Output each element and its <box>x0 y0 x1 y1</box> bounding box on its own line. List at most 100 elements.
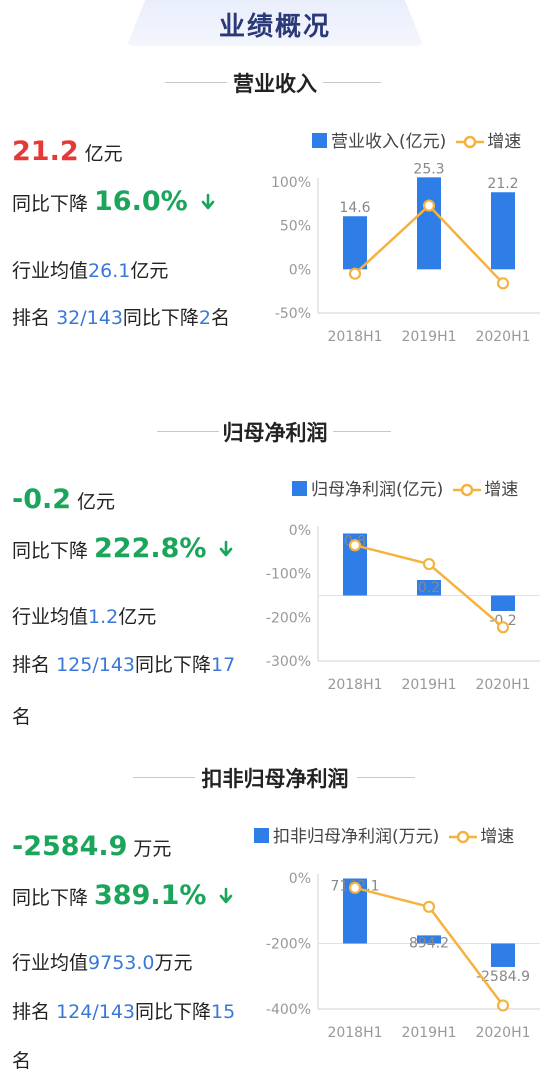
y-tick-label: -200% <box>266 937 311 953</box>
rank-row: 排名 124/143同比下降15 <box>12 997 235 1024</box>
chart-legend: 营业收入(亿元) 增速 <box>312 127 521 152</box>
section-title-row: 营业收入 <box>0 68 550 98</box>
rank-label: 排名 <box>12 1001 51 1023</box>
y-tick-label: -200% <box>266 610 311 626</box>
x-tick-label: 2019H1 <box>401 677 456 693</box>
rank-change: 15 <box>211 1001 236 1023</box>
legend-bar-swatch <box>292 481 307 496</box>
rank-unit: 名 <box>211 307 231 329</box>
y-tick-label: 50% <box>280 219 311 235</box>
bar-data-label: 0.2 <box>418 580 440 596</box>
bar-data-label: -2584.9 <box>476 969 530 985</box>
yoy-label: 同比下降 <box>12 540 89 562</box>
x-tick-label: 2020H1 <box>475 1025 530 1041</box>
legend-line-label: 增速 <box>484 480 519 500</box>
industry-value: 1.2 <box>88 606 119 628</box>
yoy-value: 389.1% <box>94 880 207 911</box>
value-number: 21.2 <box>12 136 79 167</box>
divider <box>165 82 227 83</box>
legend-line-icon <box>456 135 485 149</box>
bar-data-label: 21.2 <box>487 176 518 192</box>
value-unit: 亿元 <box>77 491 116 513</box>
rank-label: 排名 <box>12 654 51 676</box>
industry-row: 行业均值9753.0万元 <box>12 948 193 975</box>
value-number: -0.2 <box>12 484 72 515</box>
header-banner <box>120 0 430 46</box>
x-tick-label: 2019H1 <box>401 329 456 345</box>
bar-data-label: -0.2 <box>489 613 516 629</box>
rank-label: 排名 <box>12 307 51 329</box>
rank-unit: 名 <box>12 1050 32 1072</box>
growth-point <box>348 267 362 280</box>
industry-label: 行业均值 <box>12 260 89 282</box>
divider <box>133 777 195 778</box>
rank-change: 17 <box>211 654 236 676</box>
legend-line-icon <box>449 830 478 844</box>
section-title-row: 归母净利润 <box>0 417 550 447</box>
industry-value: 9753.0 <box>88 952 155 974</box>
net-profit-chart: 0%-100%-200%-300%2018H12019H12020H10.80.… <box>266 523 540 693</box>
legend-line-icon <box>453 483 482 497</box>
legend-bar-label: 归母净利润(亿元) <box>311 480 444 500</box>
bar-data-label: 14.6 <box>339 200 370 216</box>
divider <box>333 431 391 432</box>
revenue-value: 21.2 亿元 <box>12 136 123 167</box>
x-tick-label: 2018H1 <box>327 677 382 693</box>
x-tick-label: 2020H1 <box>475 329 530 345</box>
industry-unit: 亿元 <box>130 260 169 282</box>
rank-change-label: 同比下降 <box>135 1001 212 1023</box>
bar <box>491 192 515 270</box>
divider <box>157 431 219 432</box>
down-arrow-icon <box>201 193 214 210</box>
y-tick-label: -400% <box>266 1002 311 1018</box>
y-tick-label: 100% <box>271 175 311 191</box>
growth-point <box>422 900 436 913</box>
rank-value: 32/143 <box>56 307 123 329</box>
down-arrow-icon <box>220 887 233 904</box>
growth-point <box>348 539 362 552</box>
yoy-label: 同比下降 <box>12 193 89 215</box>
yoy-row: 同比下降 222.8% <box>12 533 234 564</box>
y-tick-label: -50% <box>275 306 311 322</box>
yoy-label: 同比下降 <box>12 887 89 909</box>
divider <box>323 82 381 83</box>
deducted-profit-value: -2584.9 万元 <box>12 831 171 862</box>
rank-change-label: 同比下降 <box>122 307 199 329</box>
x-tick-label: 2018H1 <box>327 1025 382 1041</box>
bar-data-label: 894.2 <box>409 935 449 951</box>
x-tick-label: 2018H1 <box>327 329 382 345</box>
deducted-profit-chart: 0%-200%-400%2018H12019H12020H17162.1894.… <box>266 871 540 1041</box>
industry-unit: 万元 <box>154 952 193 974</box>
growth-point <box>348 881 362 894</box>
industry-row: 行业均值26.1亿元 <box>12 256 168 283</box>
value-number: -2584.9 <box>12 831 128 862</box>
growth-point <box>496 621 510 634</box>
down-arrow-icon <box>220 540 233 557</box>
growth-point <box>422 199 436 212</box>
bar-data-label: 25.3 <box>413 161 444 177</box>
value-unit: 万元 <box>133 838 172 860</box>
yoy-row: 同比下降 16.0% <box>12 186 216 217</box>
rank-row: 排名 125/143同比下降17 <box>12 650 235 677</box>
growth-point <box>496 277 510 290</box>
bar <box>343 216 367 270</box>
x-tick-label: 2020H1 <box>475 677 530 693</box>
rank-unit-row: 名 <box>12 1046 31 1073</box>
value-unit: 亿元 <box>84 143 123 165</box>
legend-bar-swatch <box>254 828 269 843</box>
y-tick-label: 0% <box>289 523 311 539</box>
net-profit-value: -0.2 亿元 <box>12 484 115 515</box>
bar <box>491 595 515 611</box>
growth-point <box>496 999 510 1012</box>
legend-line-label: 增速 <box>487 132 522 152</box>
yoy-value: 222.8% <box>94 533 207 564</box>
rank-change: 2 <box>198 307 212 329</box>
y-tick-label: -100% <box>266 567 311 583</box>
industry-label: 行业均值 <box>12 606 89 628</box>
industry-label: 行业均值 <box>12 952 89 974</box>
yoy-row: 同比下降 389.1% <box>12 880 234 911</box>
rank-value: 125/143 <box>56 654 135 676</box>
rank-unit: 名 <box>12 706 32 728</box>
growth-point <box>422 557 436 571</box>
revenue-chart: 100% 50% 0% -50% 2018H1 2019H1 2020H1 14.6 25.3 2… <box>271 161 540 345</box>
